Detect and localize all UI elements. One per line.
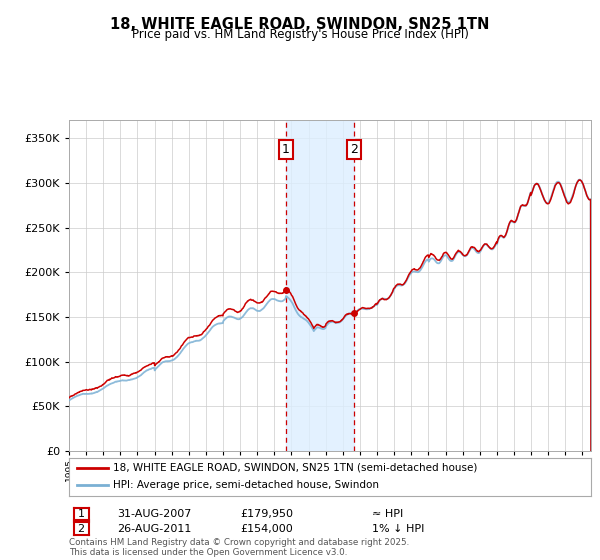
Text: 18, WHITE EAGLE ROAD, SWINDON, SN25 1TN: 18, WHITE EAGLE ROAD, SWINDON, SN25 1TN [110,17,490,32]
Text: 2: 2 [77,524,85,534]
Bar [286,120,354,451]
Text: 1: 1 [77,509,85,519]
Text: 2: 2 [350,143,358,156]
Text: 31-AUG-2007: 31-AUG-2007 [117,509,191,519]
Text: £179,950: £179,950 [240,509,293,519]
Text: HPI: Average price, semi-detached house, Swindon: HPI: Average price, semi-detached house,… [113,480,379,491]
Text: Contains HM Land Registry data © Crown copyright and database right 2025.
This d: Contains HM Land Registry data © Crown c… [69,538,409,557]
Text: ≈ HPI: ≈ HPI [372,509,403,519]
Text: 1: 1 [282,143,290,156]
Text: 26-AUG-2011: 26-AUG-2011 [117,524,191,534]
Text: Price paid vs. HM Land Registry's House Price Index (HPI): Price paid vs. HM Land Registry's House … [131,28,469,41]
Text: 18, WHITE EAGLE ROAD, SWINDON, SN25 1TN (semi-detached house): 18, WHITE EAGLE ROAD, SWINDON, SN25 1TN … [113,463,478,473]
Text: 1% ↓ HPI: 1% ↓ HPI [372,524,424,534]
Text: £154,000: £154,000 [240,524,293,534]
